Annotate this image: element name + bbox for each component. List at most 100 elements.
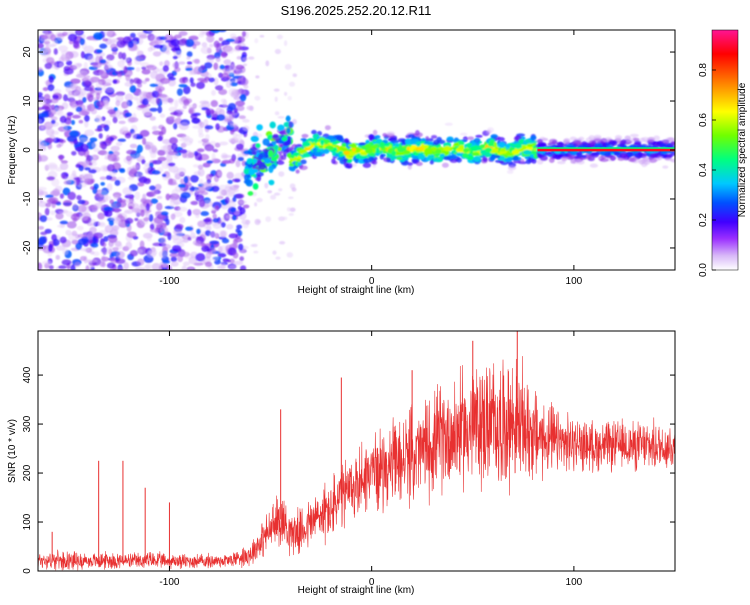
heatmap-cell [522, 149, 532, 155]
heatmap-cell [220, 76, 230, 82]
heatmap-cell [152, 125, 159, 130]
heatmap-cell [128, 205, 133, 210]
heatmap-cell [417, 146, 425, 151]
heatmap-cell [194, 58, 201, 64]
heatmap-cell [219, 64, 225, 70]
heatmap-cell [318, 145, 324, 149]
heatmap-cell [428, 138, 434, 142]
heatmap-cell [262, 138, 270, 146]
heatmap-cell [204, 261, 213, 268]
heatmap-cell [253, 250, 259, 254]
heatmap-cell [518, 139, 526, 144]
heatmap-cell [167, 72, 175, 79]
heatmap-cell [183, 99, 190, 106]
heatmap-cell [71, 151, 77, 156]
heatmap-cell [162, 45, 170, 54]
heatmap-cell [115, 100, 121, 107]
heatmap-cell [267, 190, 273, 194]
heatmap-cell [58, 265, 67, 270]
heatmap-cell [348, 143, 357, 148]
heatmap-cell [379, 141, 385, 147]
colorbar-tick-label: 0.0 [698, 263, 709, 277]
heatmap-cell [146, 30, 157, 33]
heatmap-cell [38, 112, 48, 118]
heatmap-cell [268, 165, 274, 173]
heatmap-cell [192, 240, 201, 246]
heatmap-cell [490, 154, 496, 160]
heatmap-cell [507, 165, 517, 171]
heatmap-cell [192, 208, 201, 216]
heatmap-cell [50, 116, 59, 121]
heatmap-cell [242, 204, 250, 209]
heatmap-cell [99, 123, 107, 129]
heatmap-cell [520, 158, 525, 164]
heatmap-cell [169, 137, 178, 145]
heatmap-cell [202, 200, 213, 208]
heatmap-cell [114, 179, 121, 186]
heatmap-cell [162, 243, 172, 250]
heatmap-cell [63, 180, 72, 185]
heatmap-cell [118, 120, 126, 125]
heatmap-cell [274, 48, 281, 55]
heatmap-cell [277, 124, 285, 132]
heatmap-cell [243, 84, 249, 89]
heatmap-cell [62, 200, 73, 207]
heatmap-cell [275, 256, 281, 260]
heatmap-cell [182, 239, 189, 243]
heatmap-cell [185, 226, 194, 231]
heatmap-cell [281, 136, 288, 142]
heatmap-cell [50, 210, 56, 216]
heatmap-cell [430, 135, 438, 139]
heatmap-cell [396, 156, 403, 160]
heatmap-cell [117, 138, 127, 143]
heatmap-cell [88, 169, 97, 174]
heatmap-cell [526, 143, 534, 148]
heatmap-cell [111, 51, 118, 55]
heatmap-cell [268, 150, 274, 158]
heatmap-cell [137, 182, 145, 187]
heatmap-cell [218, 37, 224, 42]
heatmap-cell [288, 213, 294, 216]
heatmap-cell [124, 209, 131, 214]
heatmap-cell [52, 88, 62, 94]
snr-spikes [51, 331, 518, 564]
heatmap-cell [188, 267, 194, 270]
heatmap-cell [190, 174, 199, 183]
heatmap-cell [113, 194, 120, 200]
heatmap-cell [576, 152, 583, 158]
colorbar: 0.0 0.2 0.4 0.6 0.8 Normalized spectral ampl… [698, 29, 748, 277]
heatmap-cell [238, 115, 246, 120]
heatmap-cell [119, 111, 125, 115]
heatmap-cell [77, 233, 87, 239]
heatmap-cell [642, 159, 650, 165]
heatmap-cell [247, 191, 254, 196]
heatmap-cell [50, 104, 56, 111]
spectrogram-xtick-label: -100 [159, 276, 179, 287]
heatmap-cell [248, 56, 255, 60]
heatmap-cell [217, 245, 223, 254]
heatmap-cell [167, 181, 178, 186]
heatmap-cell [56, 143, 62, 148]
heatmap-cell [151, 170, 161, 175]
heatmap-cell [188, 256, 198, 265]
heatmap-cell [473, 138, 481, 143]
heatmap-cell [47, 162, 58, 171]
heatmap-cell [168, 106, 178, 112]
heatmap-cell [58, 210, 67, 215]
heatmap-cell [141, 98, 149, 106]
heatmap-cell [524, 138, 530, 143]
heatmap-cell [212, 213, 217, 220]
heatmap-cell [183, 140, 193, 146]
heatmap-cell [98, 190, 108, 198]
heatmap-cell [122, 187, 133, 196]
heatmap-cell [187, 236, 192, 241]
heatmap-cell [425, 157, 431, 161]
heatmap-cell [52, 238, 60, 247]
heatmap-cell [654, 151, 661, 157]
snr-xlabel: Height of straight line (km) [298, 585, 415, 596]
heatmap-cell [206, 34, 215, 43]
heatmap-cell [255, 143, 261, 148]
heatmap-cell [108, 171, 117, 176]
heatmap-cell [90, 242, 99, 248]
heatmap-cell [148, 214, 154, 222]
